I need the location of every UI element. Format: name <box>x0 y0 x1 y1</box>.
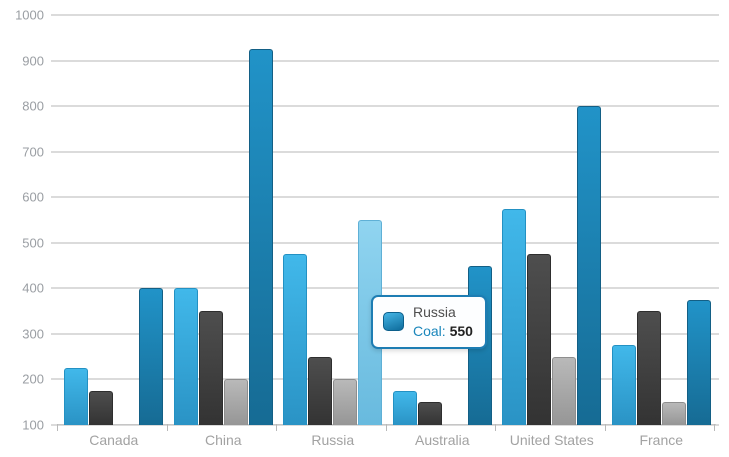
x-axis-tick <box>276 424 277 431</box>
gridline <box>51 14 719 16</box>
bar-united-states-coal[interactable] <box>577 106 602 425</box>
bar-china-coal[interactable] <box>248 49 273 425</box>
x-axis-label-russia: Russia <box>311 432 355 448</box>
y-axis-label: 100 <box>22 417 44 433</box>
x-axis-tick <box>604 424 606 431</box>
bar-china-series-2[interactable] <box>198 311 223 425</box>
bar-group-canada <box>59 15 169 425</box>
y-axis-label: 1000 <box>15 7 44 23</box>
x-axis-tick <box>714 424 715 431</box>
y-axis-label: 400 <box>22 280 44 296</box>
bar-russia-series-1[interactable] <box>283 254 308 425</box>
x-axis-line <box>57 424 716 425</box>
bar-group-russia <box>278 15 388 425</box>
bar-canada-coal[interactable] <box>139 288 164 425</box>
bar-united-states-series-2[interactable] <box>527 254 552 425</box>
x-axis-label-australia: Australia <box>415 432 470 448</box>
bar-france-series-2[interactable] <box>636 311 661 425</box>
gridline <box>51 196 719 199</box>
bar-australia-series-1[interactable] <box>392 390 417 425</box>
gridline <box>51 59 719 62</box>
y-axis-label: 300 <box>22 326 44 342</box>
gridline <box>51 150 719 153</box>
y-axis-label: 900 <box>22 53 44 69</box>
bar-canada-series-1[interactable] <box>64 368 89 425</box>
x-axis-tick <box>385 424 387 431</box>
gridline <box>51 287 719 290</box>
tooltip-series-marker-icon <box>383 312 404 332</box>
bar-russia-series-3[interactable] <box>333 379 358 425</box>
bar-france-series-3[interactable] <box>661 402 686 425</box>
bar-france-coal[interactable] <box>686 299 711 425</box>
tooltip-value: 550 <box>449 322 473 339</box>
bar-united-states-series-3[interactable] <box>552 356 577 425</box>
tooltip: Russia Coal: 550 <box>371 295 487 349</box>
gridline <box>51 105 719 108</box>
x-axis-tick <box>495 424 496 431</box>
gridline <box>51 424 719 426</box>
x-axis-label-france: France <box>639 432 684 448</box>
gridline <box>51 241 719 244</box>
bar-china-series-3[interactable] <box>223 379 248 425</box>
x-axis-tick <box>166 424 168 431</box>
bar-group-france <box>607 15 717 425</box>
bar-united-states-series-1[interactable] <box>502 208 527 425</box>
y-axis-label: 800 <box>22 98 44 114</box>
bar-russia-series-2[interactable] <box>308 356 333 425</box>
tooltip-text: Russia Coal: 550 <box>413 303 473 341</box>
y-axis-label: 200 <box>22 371 44 387</box>
bar-france-series-1[interactable] <box>611 345 636 425</box>
bar-australia-series-2[interactable] <box>417 402 442 425</box>
y-axis-label: 600 <box>22 189 44 205</box>
bar-china-series-1[interactable] <box>173 288 198 425</box>
tooltip-value-line: Coal: 550 <box>413 322 473 341</box>
tooltip-series-label: Coal: <box>413 322 446 339</box>
gridline <box>51 378 719 381</box>
x-axis-label-china: China <box>204 432 242 448</box>
bar-canada-series-2[interactable] <box>89 390 114 425</box>
x-axis-label-canada: Canada <box>89 432 139 448</box>
y-axis-label: 500 <box>22 235 44 251</box>
y-axis-label: 700 <box>22 144 44 160</box>
bar-group-united-states <box>497 15 607 425</box>
x-axis-tick <box>57 424 58 431</box>
plot-area <box>59 15 716 425</box>
tooltip-category-title: Russia <box>413 304 456 320</box>
bar-group-australia <box>388 15 498 425</box>
bar-group-china <box>169 15 279 425</box>
x-axis-label-united-states: United States <box>509 432 594 448</box>
